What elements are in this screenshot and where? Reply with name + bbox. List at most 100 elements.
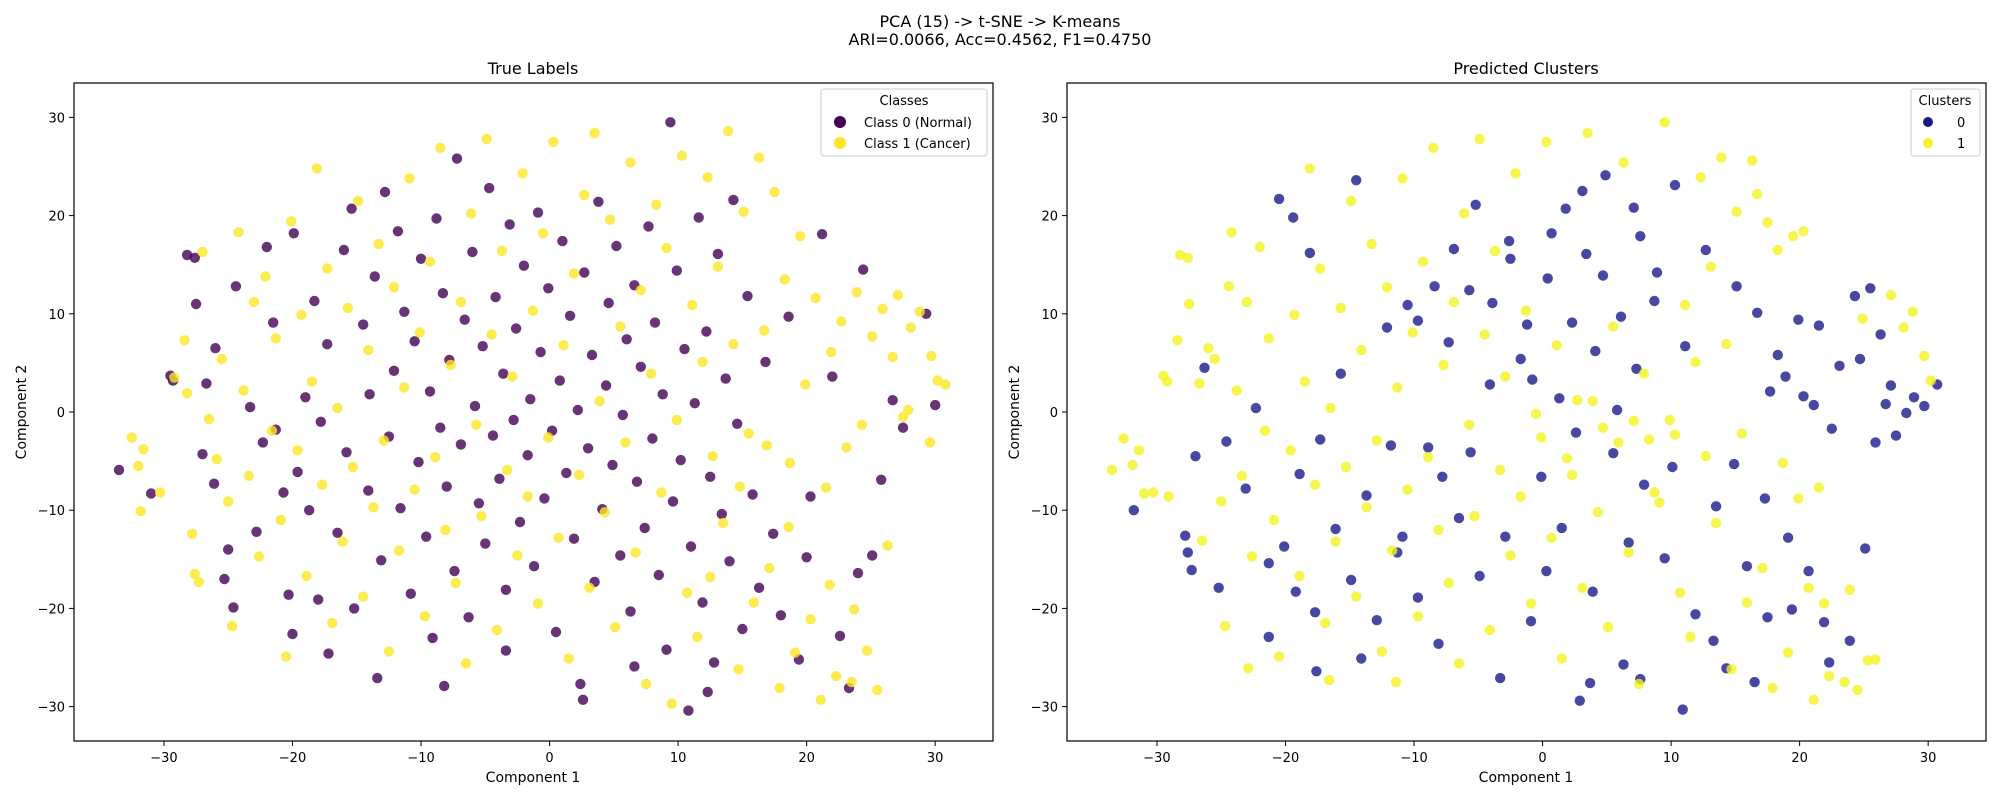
- scatter-point-series-0: [1304, 247, 1316, 259]
- scatter-point-series-1: [1371, 435, 1383, 446]
- scatter-point-series-1: [824, 579, 835, 590]
- scatter-point-series-0: [315, 416, 326, 427]
- scatter-point-series-0: [728, 194, 739, 206]
- scatter-point-series-0: [1311, 666, 1322, 677]
- x-tick-label: 10: [670, 751, 687, 766]
- scatter-point-series-1: [748, 597, 760, 608]
- scatter-point-series-1: [292, 445, 303, 456]
- scatter-point-series-1: [1803, 582, 1814, 593]
- scatter-point-series-1: [882, 540, 893, 551]
- scatter-point-series-1: [1219, 620, 1231, 632]
- scatter-point-series-1: [1231, 385, 1242, 396]
- scatter-point-series-1: [1505, 550, 1516, 561]
- scatter-point-series-1: [1536, 432, 1547, 443]
- scatter-point-series-0: [528, 561, 540, 572]
- scatter-point-series-0: [1618, 659, 1629, 670]
- scatter-point-series-0: [643, 221, 654, 232]
- scatter-point-series-1: [1577, 582, 1588, 593]
- scatter-point-series-0: [1803, 565, 1814, 577]
- scatter-point-series-0: [858, 264, 869, 275]
- scatter-point-series-1: [1669, 429, 1681, 440]
- scatter-point-series-1: [692, 631, 703, 643]
- scatter-point-series-0: [415, 253, 427, 264]
- scatter-point-series-0: [1465, 447, 1476, 458]
- scatter-point-series-0: [487, 430, 499, 441]
- scatter-point-series-1: [1793, 493, 1804, 504]
- scatter-point-series-1: [154, 487, 166, 498]
- scatter-point-series-0: [480, 538, 491, 549]
- scatter-point-series-1: [507, 371, 518, 382]
- y-tick-label: 30: [48, 111, 65, 126]
- scatter-point-series-1: [1423, 452, 1434, 463]
- scatter-point-series-0: [1361, 490, 1372, 501]
- scatter-point-series-1: [1862, 655, 1874, 666]
- scatter-point-series-1: [1387, 545, 1398, 556]
- scatter-point-series-1: [1561, 453, 1573, 464]
- scatter-point-series-0: [712, 248, 724, 260]
- scatter-point-series-1: [1196, 535, 1208, 546]
- x-tick-label: −10: [407, 751, 434, 766]
- scatter-point-series-0: [1649, 295, 1660, 307]
- scatter-point-series-1: [1223, 281, 1235, 292]
- scatter-point-series-1: [702, 172, 713, 183]
- scatter-point-series-1: [1118, 433, 1129, 444]
- scatter-point-series-0: [113, 464, 125, 476]
- scatter-point-series-1: [233, 227, 244, 238]
- scatter-point-series-0: [805, 491, 816, 502]
- scatter-point-series-1: [1659, 117, 1670, 128]
- scatter-point-series-1: [404, 173, 415, 184]
- scatter-point-series-0: [346, 203, 357, 214]
- scatter-point-series-0: [514, 516, 526, 528]
- scatter-point-series-0: [1397, 531, 1408, 542]
- scatter-point-series-0: [593, 196, 604, 207]
- scatter-point-series-0: [251, 526, 262, 537]
- scatter-point-series-0: [435, 422, 446, 433]
- scatter-point-series-1: [905, 322, 916, 333]
- scatter-point-series-1: [1330, 536, 1341, 547]
- plot-frame: [73, 82, 994, 742]
- scatter-point-series-1: [1459, 208, 1470, 219]
- scatter-point-series-0: [261, 241, 272, 253]
- scatter-point-series-1: [779, 274, 790, 285]
- scatter-point-series-0: [449, 565, 460, 577]
- scatter-point-series-1: [820, 482, 832, 493]
- x-tick-label: −10: [1400, 751, 1427, 766]
- scatter-point-series-0: [1433, 638, 1444, 649]
- scatter-point-series-1: [424, 256, 436, 267]
- scatter-point-series-0: [287, 628, 298, 640]
- scatter-point-series-1: [1644, 434, 1655, 445]
- scatter-point-series-0: [278, 487, 289, 498]
- scatter-point-series-0: [392, 226, 404, 237]
- scatter-point-series-0: [1677, 704, 1688, 715]
- scatter-point-series-1: [584, 582, 595, 593]
- scatter-point-series-0: [1587, 586, 1598, 597]
- scatter-point-series-1: [640, 678, 652, 690]
- scatter-point-series-1: [1582, 127, 1593, 139]
- scatter-point-series-1: [1147, 487, 1159, 498]
- scatter-point-series-1: [1351, 591, 1362, 602]
- scatter-point-series-1: [1633, 678, 1645, 690]
- scatter-point-series-1: [342, 302, 353, 314]
- scatter-point-series-0: [747, 489, 758, 500]
- scatter-point-series-0: [1221, 436, 1232, 447]
- scatter-point-series-1: [1757, 563, 1768, 574]
- scatter-point-series-1: [573, 469, 585, 481]
- scatter-point-series-1: [435, 142, 446, 153]
- scatter-point-series-0: [543, 283, 554, 294]
- scatter-point-series-0: [477, 341, 488, 352]
- scatter-point-series-1: [1736, 428, 1748, 439]
- scatter-point-series-1: [1138, 488, 1150, 499]
- scatter-point-series-1: [1325, 402, 1336, 414]
- scatter-point-series-0: [1813, 320, 1825, 331]
- scatter-point-series-0: [473, 498, 485, 509]
- x-tick-label: −20: [1272, 751, 1299, 766]
- scatter-point-series-0: [292, 466, 303, 478]
- scatter-point-series-1: [286, 216, 297, 227]
- scatter-point-series-1: [358, 591, 369, 602]
- scatter-point-series-0: [1521, 319, 1533, 330]
- scatter-point-series-0: [469, 400, 481, 412]
- y-tick-label: −10: [38, 504, 65, 519]
- scatter-point-series-1: [851, 287, 862, 298]
- scatter-point-series-1: [1762, 217, 1773, 228]
- scatter-point-series-1: [1392, 382, 1403, 393]
